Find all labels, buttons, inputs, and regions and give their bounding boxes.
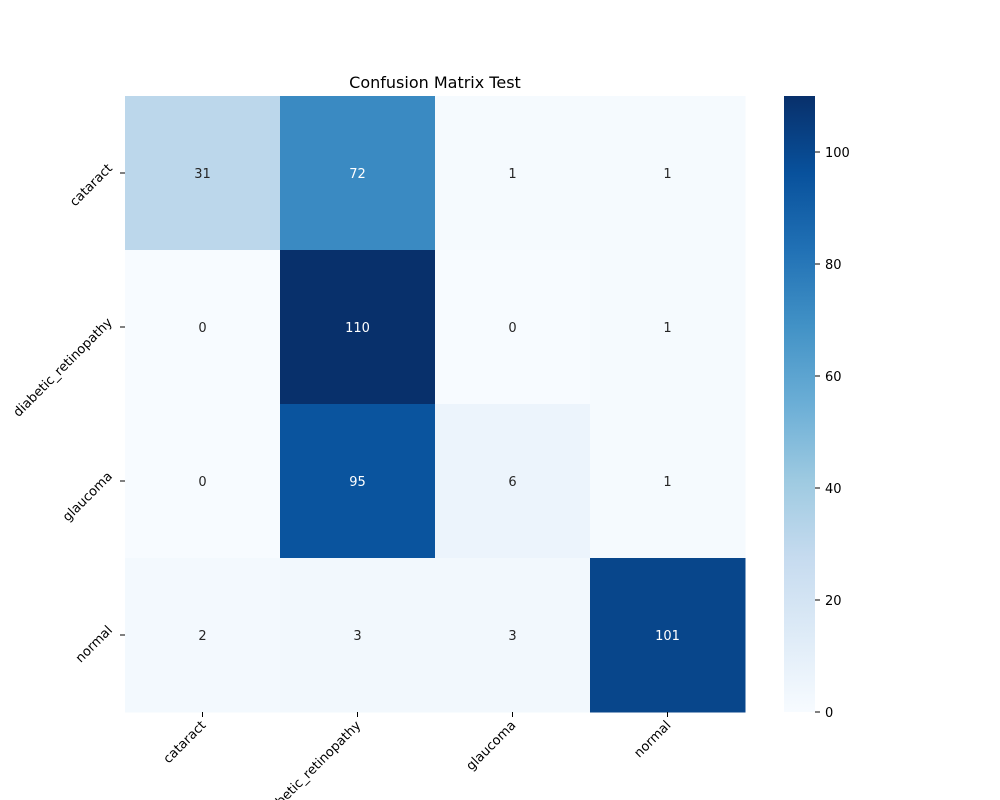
colorbar-tick-label: 80 (825, 258, 842, 273)
colorbar-tick-label: 20 (825, 594, 842, 609)
colorbar-tick-label: 0 (825, 706, 833, 721)
cell-value-label: 1 (663, 475, 671, 490)
heatmap-cell (280, 558, 436, 713)
x-tick-label: cataract (161, 718, 210, 767)
heatmap-cell (435, 250, 591, 405)
heatmap-cell (125, 558, 281, 713)
heatmap-cell (125, 404, 281, 559)
colorbar-tick-label: 60 (825, 370, 842, 385)
colorbar: 0 20 40 60 80 100 (784, 96, 850, 721)
heatmap-cell (280, 404, 436, 559)
heatmap-cell (435, 404, 591, 559)
cell-value-label: 1 (663, 321, 671, 336)
cell-value-label: 95 (349, 475, 366, 490)
colorbar-gradient (784, 96, 815, 712)
cell-value-label: 72 (349, 167, 366, 182)
chart-title: Confusion Matrix Test (349, 73, 521, 92)
cell-value-label: 2 (198, 629, 206, 644)
cell-value-label: 101 (655, 629, 680, 644)
cell-value-label: 0 (198, 321, 206, 336)
cell-value-label: 6 (508, 475, 516, 490)
heatmap-cell (590, 250, 746, 405)
cell-value-label: 3 (353, 629, 361, 644)
heatmap-cell (125, 96, 281, 251)
heatmap-cell (590, 96, 746, 251)
heatmap-cell (280, 96, 436, 251)
cell-value-label: 0 (198, 475, 206, 490)
cell-value-label: 31 (194, 167, 211, 182)
cell-value-label: 0 (508, 321, 516, 336)
x-tick-label: diabetic_retinopathy (259, 718, 364, 800)
x-axis: cataract diabetic_retinopathy glaucoma norm… (161, 712, 675, 800)
cell-value-label: 1 (508, 167, 516, 182)
heatmap-cell (590, 404, 746, 559)
heatmap-cell (435, 558, 591, 713)
heatmap-cell (125, 250, 281, 405)
y-axis: cataract diabetic_retinopathy glaucoma norm… (11, 161, 125, 666)
y-tick-label: cataract (67, 161, 116, 210)
cell-value-label: 3 (508, 629, 516, 644)
colorbar-tick-label: 100 (825, 146, 850, 161)
x-tick-label: normal (632, 718, 675, 761)
y-tick-label: diabetic_retinopathy (11, 315, 116, 420)
heatmap-cell (435, 96, 591, 251)
cell-value-label: 110 (345, 321, 370, 336)
heatmap-cell (590, 558, 746, 713)
colorbar-tick-label: 40 (825, 482, 842, 497)
x-tick-label: glaucoma (464, 718, 520, 774)
y-tick-label: glaucoma (60, 469, 116, 525)
heatmap-cell (280, 250, 436, 405)
y-tick-label: normal (73, 623, 116, 666)
cell-value-label: 1 (663, 167, 671, 182)
